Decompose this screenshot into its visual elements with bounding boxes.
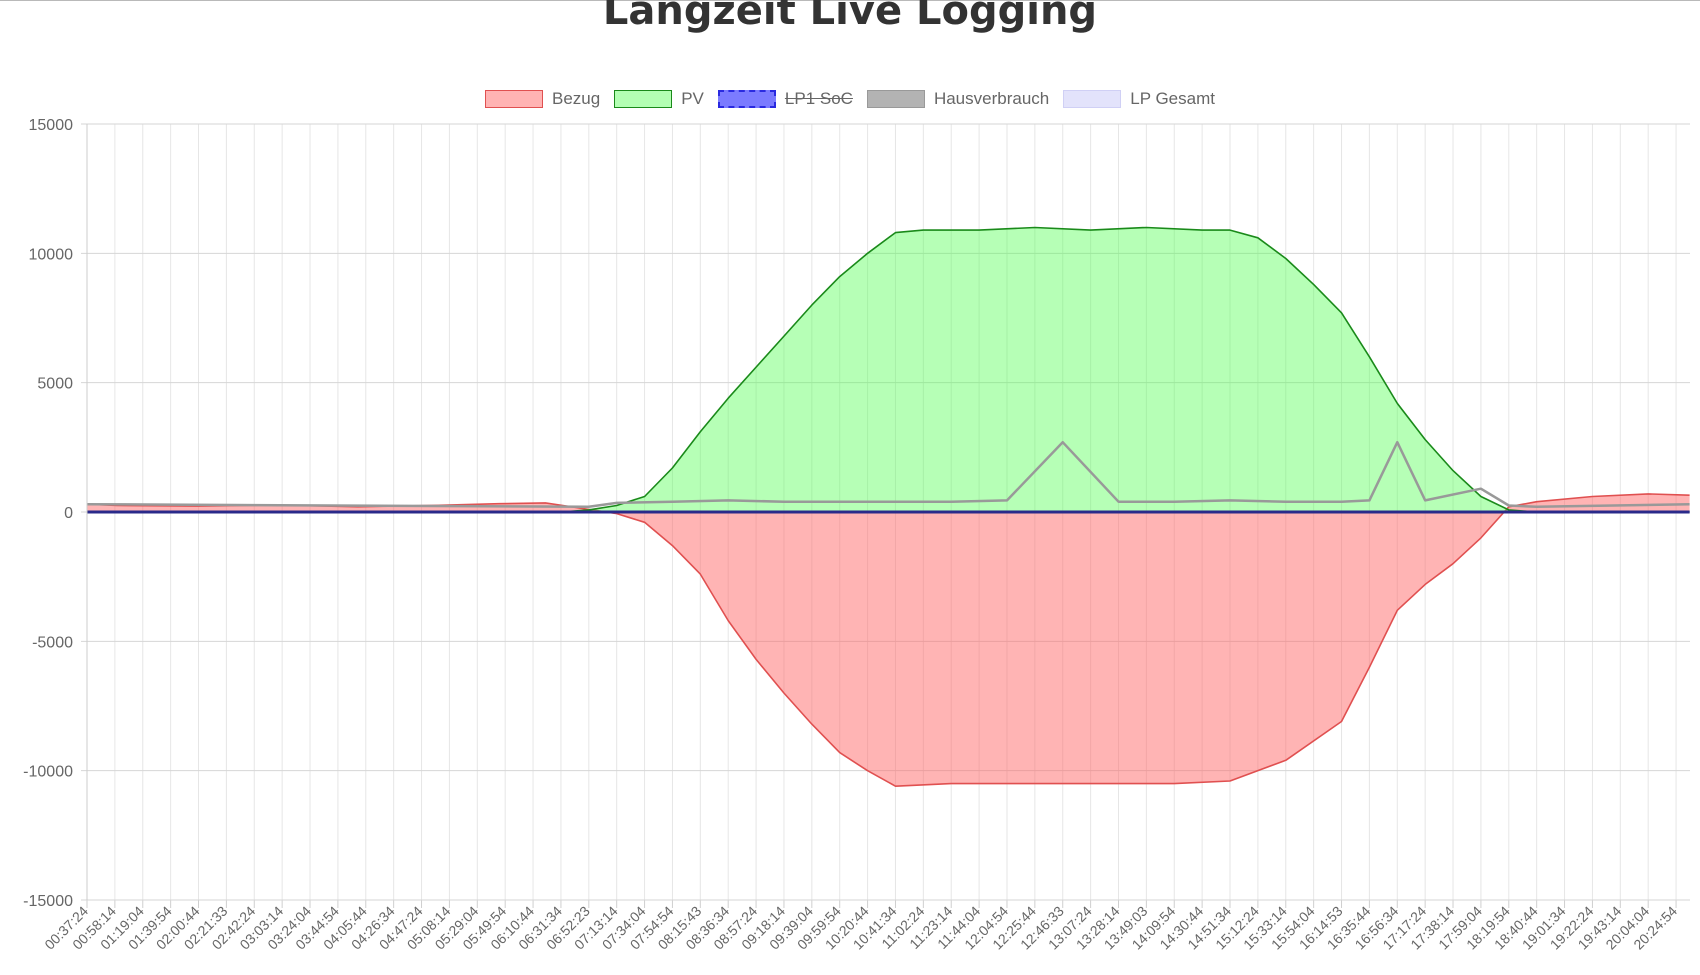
y-tick-label: 5000 [37, 376, 73, 393]
series-line-bezug [86, 493, 1690, 787]
series-layer [86, 226, 1690, 787]
legend-label-hausverbrauch: Hausverbrauch [933, 89, 1050, 108]
series-area-bezug [87, 493, 1690, 787]
legend-label-bezug: Bezug [552, 89, 601, 108]
top-border [0, 0, 1700, 1]
y-tick-label: 15000 [29, 117, 74, 134]
y-tick-label: -10000 [23, 764, 73, 781]
chart-title: Langzeit Live Logging [602, 0, 1098, 34]
y-tick-label: -15000 [23, 893, 73, 910]
series-line-hausverbrauch [86, 440, 1690, 509]
legend-label-lp-gesamt: LP Gesamt [1130, 89, 1215, 108]
chart-legend: Bezug PV LP1 SoC Hausverbrauch LP Gesamt [0, 86, 1700, 112]
series-line-pv [87, 226, 1690, 513]
legend-swatch-lp1-soc [717, 90, 776, 108]
series-area-pv [87, 227, 1690, 512]
legend-swatch-hausverbrauch [866, 90, 925, 108]
legend-item-lp-gesamt[interactable]: LP Gesamt [1063, 89, 1215, 109]
y-tick-label: -5000 [32, 634, 73, 651]
legend-swatch-lp-gesamt [1063, 90, 1122, 108]
legend-swatch-pv [614, 90, 673, 108]
legend-swatch-bezug [485, 90, 544, 108]
legend-item-hausverbrauch[interactable]: Hausverbrauch [866, 89, 1050, 109]
legend-item-lp1-soc[interactable]: LP1 SoC [717, 89, 853, 109]
legend-label-pv: PV [681, 89, 704, 108]
y-tick-label: 10000 [29, 246, 74, 263]
legend-item-pv[interactable]: PV [614, 89, 704, 109]
legend-label-lp1-soc: LP1 SoC [784, 89, 853, 108]
y-tick-label: 0 [64, 505, 73, 522]
legend-item-bezug[interactable]: Bezug [485, 89, 600, 109]
